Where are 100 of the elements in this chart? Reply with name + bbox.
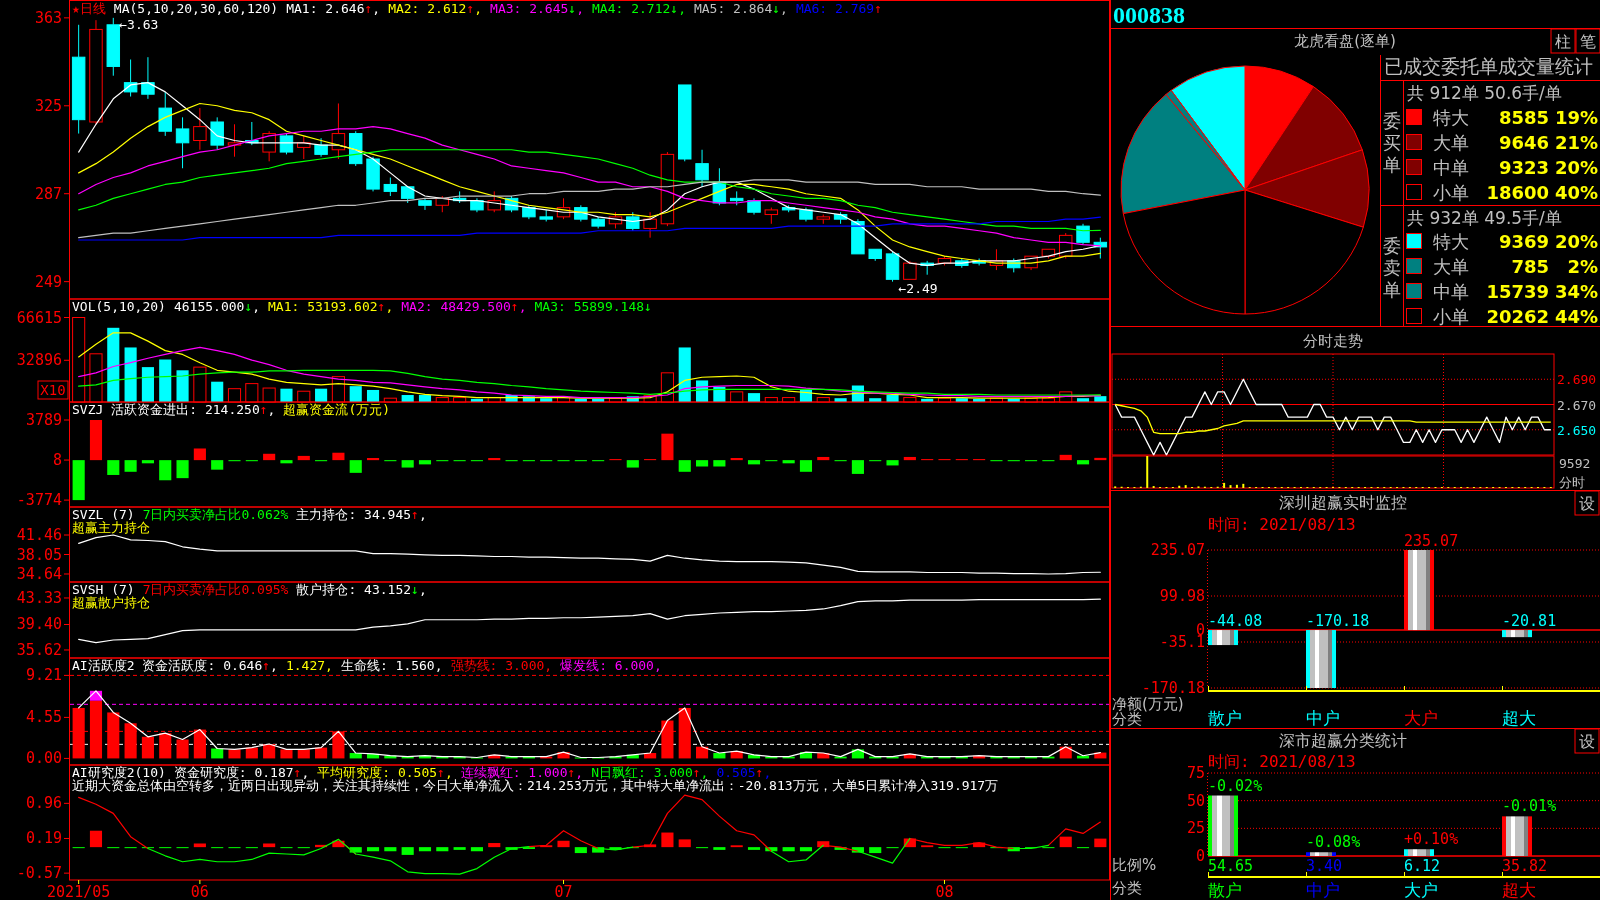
ref-line-label: 生命线: 1.560,	[340, 658, 443, 673]
chart-title: 分时走势	[1303, 332, 1363, 350]
y-tick-label: 0.19	[25, 829, 62, 848]
annotation: 7日内买卖净占比0.062%	[142, 507, 289, 522]
annotation: 46155.000↓,	[173, 299, 261, 314]
x-axis-title: 分类	[1112, 879, 1142, 897]
text: 44%	[1554, 306, 1598, 327]
text: MA5: 2.864↓,	[693, 0, 788, 16]
text: 2%	[1567, 256, 1598, 277]
text: MA1: 53193.602↑,	[268, 299, 394, 314]
x-tick-label: 中户	[1306, 880, 1340, 900]
data-label: 9323	[1498, 157, 1549, 178]
annotation: +0.10%	[1404, 830, 1459, 849]
y-tick-label: 4.55	[25, 708, 62, 727]
annotation: -0.02%	[1208, 776, 1263, 795]
legend-label: 特大	[1433, 231, 1469, 252]
legend-label: 大单	[1433, 256, 1469, 277]
text: MA3: 2.645↓,	[490, 0, 585, 16]
data-label: 9369	[1498, 231, 1549, 252]
y-tick-label: 38.05	[16, 545, 62, 564]
text: 9592	[1559, 456, 1591, 471]
text: 已成交委托单成交量统计	[1384, 55, 1593, 77]
annotation: 活跃资金进出: 214.250↑,	[111, 402, 276, 417]
text: MA3: 55899.148↓	[534, 299, 652, 314]
chart-title: 龙虎看盘(逐单)	[1294, 32, 1396, 50]
text: 超赢散户持仓	[72, 595, 150, 610]
y-tick-label: -0.57	[16, 864, 62, 883]
y-tick-label: 66615	[16, 308, 62, 327]
y-tick-label: 235.07	[1150, 541, 1205, 559]
text: 20%	[1554, 231, 1598, 252]
x-tick-label: 超大	[1502, 880, 1536, 900]
text: 笔	[1580, 32, 1596, 51]
y-axis-title: 比例%	[1112, 856, 1157, 874]
x-tick-label: 08	[935, 883, 954, 900]
data-label: -170.18	[1306, 612, 1370, 631]
annotation: 平均研究度: 0.505↑,	[317, 765, 453, 780]
text: MA6: 2.769↑	[795, 0, 882, 16]
x-tick-label: 散户	[1208, 708, 1242, 728]
text: 34%	[1554, 281, 1598, 302]
y-tick-label: 39.40	[16, 615, 62, 634]
annotation: 连续飘红: 1.000↑,	[460, 765, 584, 780]
y-tick-label: 99.98	[1159, 587, 1205, 605]
y-tick-label: 2.670	[1557, 397, 1597, 413]
chart-title: VOL(5,10,20)	[72, 299, 166, 314]
data-label: 235.07	[1404, 532, 1459, 550]
legend-label: 小单	[1433, 182, 1469, 203]
data-label: 18600	[1486, 182, 1549, 203]
text: 20%	[1554, 157, 1598, 178]
x-tick-label: 中户	[1306, 708, 1340, 728]
annotation: ←3.63	[119, 16, 159, 32]
text: 19%	[1554, 107, 1598, 128]
text: X10	[40, 382, 66, 398]
text: MA1: 2.646↑,	[286, 0, 381, 16]
y-tick-label: 50	[1186, 791, 1205, 810]
annotation: 资金活跃度: 0.646↑,	[142, 658, 278, 673]
y-tick-label: 41.46	[16, 526, 62, 545]
annotation: ←2.49	[898, 280, 938, 296]
chart-title: ★日线	[72, 0, 106, 16]
annotation: 7日内买卖净占比0.095%	[142, 582, 289, 597]
legend-title: MA(5,10,20,30,60,120)	[113, 0, 279, 16]
text: 000838	[1113, 2, 1185, 28]
text: 设	[1579, 732, 1595, 751]
text: 分时	[1559, 475, 1585, 490]
text: 近期大资金总体由空转多，近两日出现异动，关注其持续性，今日大单净流入：214.253万元，其中特大单净流出：-20.813万元，大单5日累计净入319.917万	[72, 778, 999, 793]
text: 柱	[1555, 32, 1571, 51]
text: 超赢主力持仓	[72, 520, 150, 535]
y-tick-label: 2.650	[1557, 422, 1597, 438]
text: 21%	[1554, 132, 1598, 153]
text: 共 912单 50.6手/单	[1407, 83, 1562, 103]
annotation: -0.01%	[1502, 797, 1557, 816]
legend-label: 中单	[1433, 157, 1469, 178]
y-tick-label: 9.21	[25, 666, 62, 685]
data-label: 9646	[1498, 132, 1549, 153]
y-tick-label: 249	[34, 272, 62, 291]
y-tick-label: 75	[1186, 764, 1205, 782]
text: MA4: 2.712↓,	[592, 0, 686, 16]
y-tick-label: 32896	[16, 351, 62, 370]
data-label: 35.82	[1502, 857, 1548, 875]
data-label: 3.40	[1306, 857, 1343, 875]
annotation: 主力持仓: 34.945↑,	[296, 507, 427, 522]
data-label: 54.65	[1208, 857, 1254, 875]
annotation: -0.08%	[1306, 833, 1361, 852]
chart-title: SVZJ	[72, 402, 104, 417]
legend-label: 中单	[1433, 281, 1469, 302]
data-label: 8585	[1498, 107, 1549, 128]
annotation: 资金研究度: 0.187↑,	[173, 765, 310, 780]
chart-subtitle: 时间: 2021/08/13	[1208, 515, 1356, 534]
text: 设	[1579, 494, 1595, 513]
y-tick-label: 43.33	[16, 588, 62, 607]
y-tick-label: -170.18	[1141, 679, 1205, 697]
y-tick-label: 34.64	[16, 565, 62, 583]
annotation: N日飘红: 3.000↑,	[591, 765, 709, 780]
text: 委买单	[1383, 110, 1401, 175]
data-label: 20262	[1486, 306, 1549, 327]
chart-subtitle: 时间: 2021/08/13	[1208, 752, 1356, 771]
legend-label: 特大	[1433, 107, 1469, 128]
y-tick-label: 3789	[25, 411, 62, 430]
y-tick-label: 0.96	[25, 794, 62, 813]
x-tick-label: 大户	[1404, 708, 1438, 728]
chart-title: AI活跃度2	[72, 658, 135, 673]
